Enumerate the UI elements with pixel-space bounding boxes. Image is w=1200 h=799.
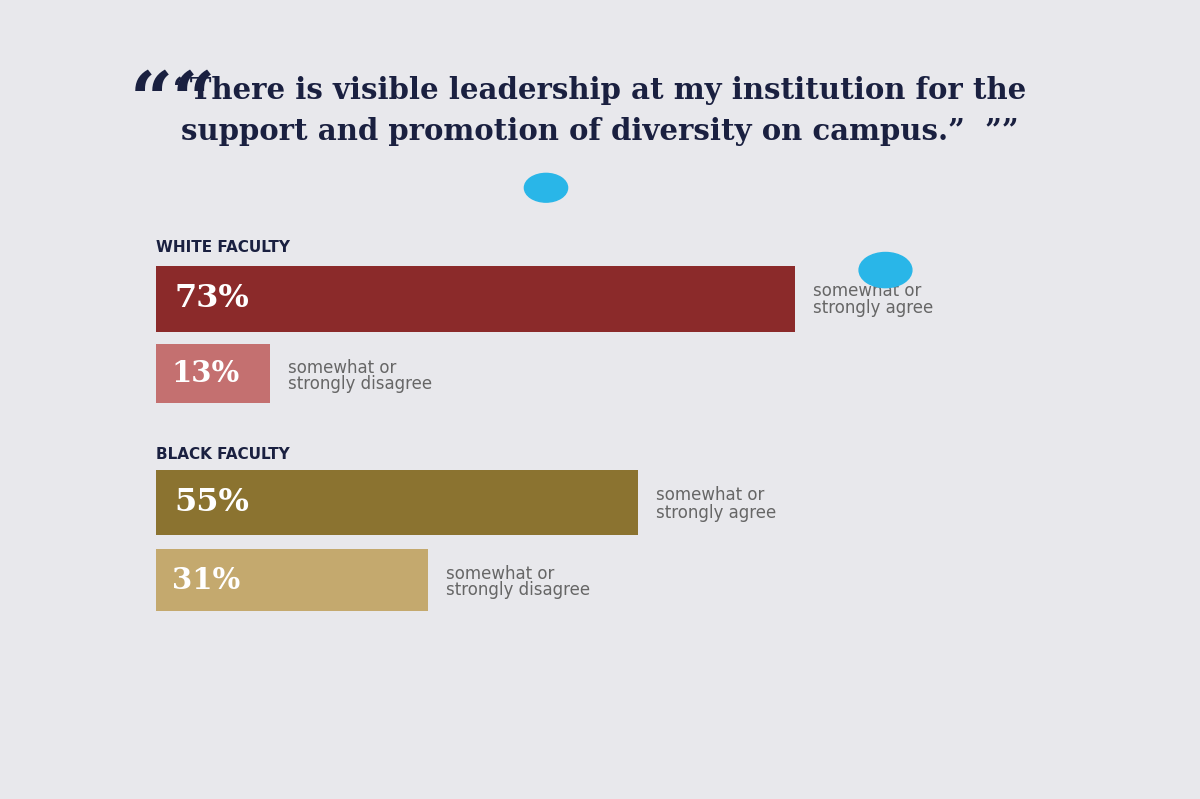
Text: strongly disagree: strongly disagree — [288, 375, 432, 392]
Text: somewhat or: somewhat or — [656, 487, 764, 504]
Text: somewhat or: somewhat or — [445, 565, 554, 582]
Text: strongly agree: strongly agree — [656, 504, 776, 522]
Text: 13%: 13% — [172, 359, 240, 388]
Text: 31%: 31% — [172, 566, 240, 594]
Text: 73%: 73% — [174, 284, 248, 314]
Text: strongly disagree: strongly disagree — [445, 582, 589, 599]
Text: somewhat or: somewhat or — [288, 359, 396, 376]
Text: somewhat or: somewhat or — [814, 282, 922, 300]
Text: BLACK FACULTY: BLACK FACULTY — [156, 447, 289, 463]
Text: support and promotion of diversity on campus.”  ””: support and promotion of diversity on ca… — [181, 117, 1019, 146]
Text: WHITE FACULTY: WHITE FACULTY — [156, 240, 290, 255]
Text: “There is visible leadership at my institution for the: “There is visible leadership at my insti… — [173, 76, 1027, 105]
Text: ““: ““ — [130, 68, 216, 141]
Text: strongly agree: strongly agree — [814, 300, 934, 317]
Text: 55%: 55% — [174, 487, 248, 518]
